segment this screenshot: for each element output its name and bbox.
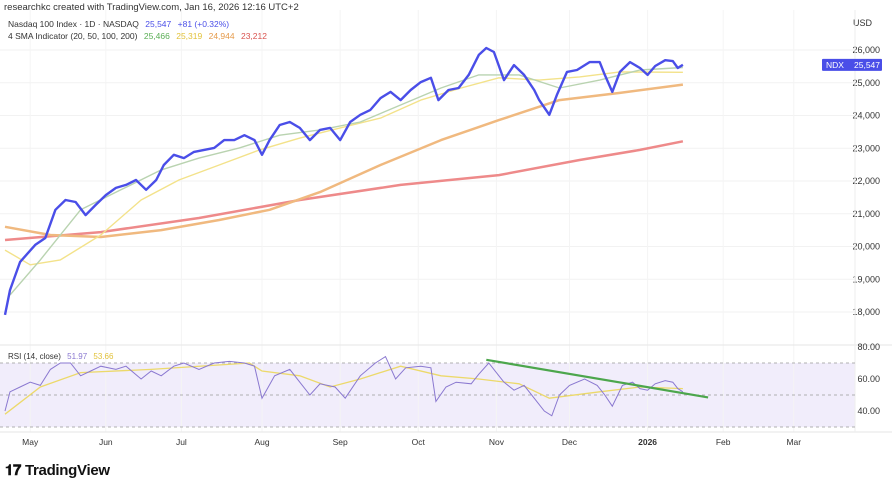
sma20-value: 25,466 xyxy=(143,31,170,41)
sma-legend: 4 SMA Indicator (20, 50, 100, 200) 25,46… xyxy=(8,31,271,41)
price-tick-label: 22,000 xyxy=(852,176,880,186)
time-tick-label: May xyxy=(22,437,39,447)
price-tick-label: 19,000 xyxy=(852,274,880,284)
price-tick-label: 24,000 xyxy=(852,111,880,121)
rsi-line xyxy=(4,355,684,417)
symbol-name[interactable]: Nasdaq 100 Index · 1D · NASDAQ xyxy=(8,19,139,29)
sma50-value: 25,319 xyxy=(176,31,203,41)
time-tick-label: Nov xyxy=(489,437,505,447)
symbol-legend: Nasdaq 100 Index · 1D · NASDAQ 25,547 +8… xyxy=(8,19,233,29)
price-tick-label: 26,000 xyxy=(852,45,880,55)
time-tick-label: Jul xyxy=(176,437,187,447)
last-price-badge xyxy=(822,58,882,71)
price-tick-label: 25,000 xyxy=(852,78,880,88)
logo-text: TradingView xyxy=(24,462,110,479)
last-price-value: 25,547 xyxy=(854,60,880,70)
sma200-value: 23,212 xyxy=(240,31,267,41)
time-tick-label: Aug xyxy=(254,437,269,447)
time-tick-label: Dec xyxy=(562,437,578,447)
time-tick-label: Feb xyxy=(716,437,731,447)
time-tick-label: Mar xyxy=(786,437,801,447)
sma-label[interactable]: 4 SMA Indicator (20, 50, 100, 200) xyxy=(8,31,138,41)
series-line-sma50 xyxy=(4,71,683,266)
price-tick-label: 21,000 xyxy=(852,209,880,219)
rsi-tick-label: 40.00 xyxy=(857,406,880,416)
time-tick-label: 2026 xyxy=(638,437,657,447)
time-tick-label: Jun xyxy=(99,437,113,447)
time-tick-label: Oct xyxy=(412,437,426,447)
rsi-signal-line xyxy=(4,362,683,415)
series-line-sma20 xyxy=(9,66,683,296)
price-value: 25,547 xyxy=(145,19,172,29)
rsi-legend: RSI (14, close) 51.97 53.66 xyxy=(8,352,117,361)
series-line-ndx xyxy=(3,46,684,316)
sma100-value: 24,944 xyxy=(208,31,235,41)
series-line-sma100 xyxy=(4,83,684,239)
rsi-value: 51.97 xyxy=(67,352,88,361)
price-tick-label: 18,000 xyxy=(852,307,880,317)
price-tick-label: 23,000 xyxy=(852,143,880,153)
last-price-symbol: NDX xyxy=(826,60,844,70)
price-change: +81 (+0.32%) xyxy=(177,19,230,29)
rsi-label[interactable]: RSI (14, close) xyxy=(8,352,61,361)
tradingview-logo[interactable]: 𝟏𝟕 TradingView xyxy=(5,462,110,479)
rsi-tick-label: 60.00 xyxy=(857,374,880,384)
price-tick-label: 20,000 xyxy=(852,242,880,252)
rsi-trendline xyxy=(486,358,709,399)
currency-label: USD xyxy=(853,18,873,28)
time-tick-label: Sep xyxy=(333,437,348,447)
chart-header: researchkc created with TradingView.com,… xyxy=(4,2,299,13)
tradingview-logo-icon: 𝟏𝟕 xyxy=(5,462,25,479)
series-line-sma200 xyxy=(4,140,684,242)
rsi-signal-value: 53.66 xyxy=(93,352,114,361)
rsi-tick-label: 80.00 xyxy=(857,342,880,352)
